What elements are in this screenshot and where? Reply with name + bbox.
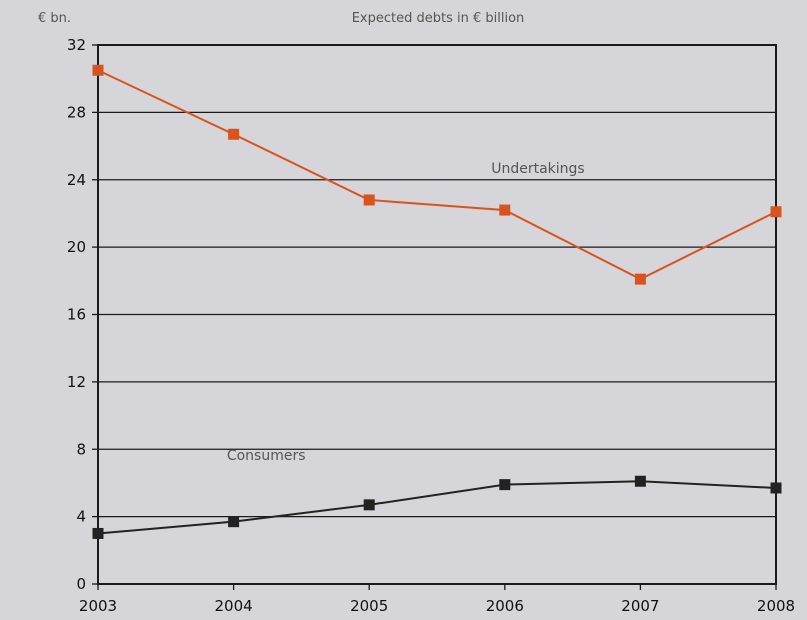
x-tick-label-2007: 2007	[621, 597, 659, 615]
y-tick-label-24: 24	[67, 171, 86, 189]
y-tick-label-4: 4	[76, 508, 86, 526]
point-undertakings-2007	[634, 273, 646, 285]
axes	[92, 44, 777, 590]
x-tick-label-2008: 2008	[757, 597, 795, 615]
point-consumers-2004	[228, 516, 240, 528]
series-line-consumers	[97, 480, 777, 535]
chart-title: Expected debts in € billion	[352, 11, 525, 26]
series-labels: Undertakings Consumers	[227, 161, 585, 464]
y-tick-labels: 0 4 8 12 16 20 24 28 32	[67, 36, 86, 593]
point-undertakings-2005	[363, 194, 375, 206]
y-tick-label-32: 32	[67, 36, 86, 54]
point-consumers-2007	[634, 475, 646, 487]
series-label-undertakings: Undertakings	[491, 161, 585, 177]
x-tick-label-2004: 2004	[215, 597, 253, 615]
y-axis-unit-label: € bn.	[38, 11, 71, 26]
y-tick-label-28: 28	[67, 103, 86, 121]
point-undertakings-2003	[92, 64, 104, 76]
y-tick-label-16: 16	[67, 306, 86, 324]
y-tick-label-12: 12	[67, 373, 86, 391]
y-tick-label-0: 0	[76, 575, 86, 593]
series-line-undertakings	[97, 69, 777, 281]
series-label-consumers: Consumers	[227, 448, 306, 464]
gridlines	[98, 44, 776, 518]
x-tick-labels: 2003 2004 2005 2006 2007 2008	[79, 597, 795, 615]
series-layer	[92, 64, 782, 539]
x-tick-label-2003: 2003	[79, 597, 117, 615]
y-tick-label-20: 20	[67, 238, 86, 256]
y-tick-label-8: 8	[76, 440, 86, 458]
x-tick-label-2005: 2005	[350, 597, 388, 615]
point-consumers-2003	[92, 527, 104, 539]
point-undertakings-2004	[228, 128, 240, 140]
point-consumers-2006	[499, 479, 511, 491]
point-consumers-2008	[770, 482, 782, 494]
point-undertakings-2008	[770, 206, 782, 218]
plot-frame	[97, 44, 777, 585]
x-tick-label-2006: 2006	[486, 597, 524, 615]
point-undertakings-2006	[499, 204, 511, 216]
point-consumers-2005	[363, 499, 375, 511]
